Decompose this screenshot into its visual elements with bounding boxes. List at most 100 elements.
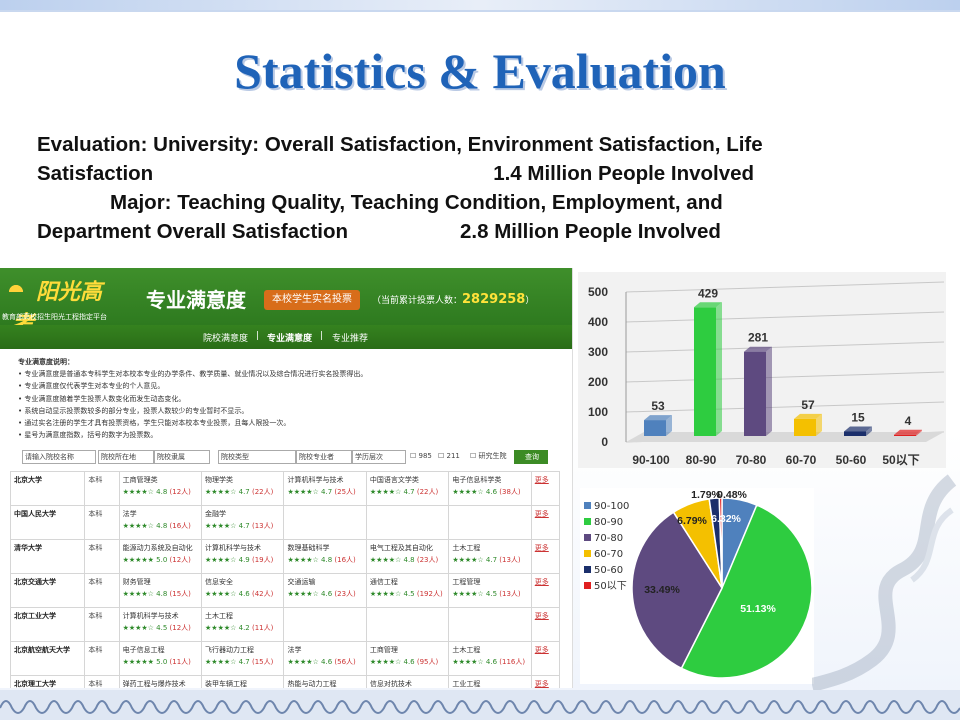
major-cell[interactable]: 物理学类 ★★★★☆ 4.7 (22人) [201,471,285,506]
major-name[interactable]: 法学 [287,646,302,654]
major-cell[interactable]: 电子信息科学类 ★★★★☆ 4.6 (38人) [448,471,532,506]
major-name[interactable]: 通信工程 [369,578,398,586]
major-cell[interactable]: 土木工程 ★★★★☆ 4.2 (11人) [201,607,285,642]
location-select[interactable]: 院校所在地 [98,450,154,464]
checkbox-graduate-school[interactable]: ☐ 研究生院 [470,452,507,460]
more-link[interactable]: 更多 [530,471,561,506]
major-name[interactable]: 装甲车辆工程 [205,680,248,688]
major-cell[interactable]: 工业工程★★★★☆ 4.9 (10人) [448,675,532,688]
major-name[interactable]: 工商管理 [369,646,398,654]
major-cell[interactable]: 信息对抗技术★★★★☆ 4.9 (10人) [365,675,450,688]
major-cell[interactable]: 电气工程及其自动化 ★★★★☆ 4.8 (23人) [365,539,450,574]
major-cell[interactable]: 法学 ★★★★☆ 4.6 (56人) [283,641,367,676]
major-rating: ★★★★☆ 4.8 (15人) [122,590,191,598]
university-search-input[interactable]: 请输入院校名称 [22,450,96,464]
y-tick-label: 300 [588,345,608,359]
major-name[interactable]: 工业工程 [452,680,481,688]
major-name[interactable]: 飞行器动力工程 [205,646,255,654]
level-select[interactable]: 学历层次 [352,450,406,464]
more-link[interactable]: 更多 [530,505,561,540]
more-link[interactable]: 更多 [530,675,561,688]
major-name[interactable]: 计算机科学与技术 [205,544,262,552]
major-cell[interactable]: 工程管理 ★★★★☆ 4.5 (13人) [448,573,532,608]
university-name[interactable]: 北京工业大学 [9,607,86,642]
major-name[interactable]: 工程管理 [452,578,481,586]
major-name[interactable]: 能源动力系统及自动化 [122,544,193,552]
major-cell[interactable]: 中国语言文学类 ★★★★☆ 4.7 (22人) [365,471,450,506]
site-logo-subtitle: 教育部高校招生阳光工程指定平台 [2,313,107,321]
more-link[interactable]: 更多 [530,539,561,574]
major-cell[interactable]: 弹药工程与爆炸技术★★★★★ 5.0 (11人) [118,675,203,688]
vote-count-small: (11人) [169,658,191,666]
major-cell[interactable]: 能源动力系统及自动化 ★★★★★ 5.0 (12人) [118,539,203,574]
checkbox-211[interactable]: ☐ 211 [438,452,460,460]
major-select[interactable]: 院校专业者 [296,450,352,464]
major-name[interactable]: 土木工程 [452,646,481,654]
major-cell[interactable]: 财务管理 ★★★★☆ 4.8 (15人) [118,573,203,608]
nav-major-recommend[interactable]: 专业推荐 [332,334,369,344]
major-cell[interactable]: 工商管理 ★★★★☆ 4.6 (95人) [365,641,450,676]
major-cell[interactable]: 法学 ★★★★☆ 4.8 (16人) [118,505,203,540]
vote-count-small: (11人) [251,624,274,632]
vote-count-small: (13人) [499,590,521,598]
major-cell[interactable]: 信息安全 ★★★★☆ 4.6 (42人) [201,573,285,608]
major-cell[interactable]: 土木工程 ★★★★☆ 4.6 (116人) [448,641,532,676]
major-cell[interactable]: 土木工程 ★★★★☆ 4.7 (13人) [448,539,532,574]
major-name[interactable]: 电气工程及其自动化 [369,544,433,552]
vote-count-small: (16人) [169,522,191,530]
pie-slice [680,504,813,679]
major-name[interactable]: 土木工程 [452,544,481,552]
checkbox-985[interactable]: ☐ 985 [410,452,432,460]
major-name[interactable]: 工商管理类 [122,476,158,484]
type-select[interactable]: 院校类型 [218,450,296,464]
major-cell[interactable]: 飞行器动力工程 ★★★★☆ 4.7 (15人) [201,641,285,676]
major-cell[interactable]: 计算机科学与技术 ★★★★☆ 4.5 (12人) [118,607,203,642]
major-name[interactable]: 信息对抗技术 [369,680,412,688]
major-name[interactable]: 财务管理 [122,578,151,586]
real-name-vote-button[interactable]: 本校学生实名投票 [264,290,360,310]
query-button[interactable]: 查询 [514,450,548,464]
major-cell[interactable]: 数理基础科学 ★★★★☆ 4.8 (16人) [283,539,367,574]
major-cell[interactable]: 计算机科学与技术 ★★★★☆ 4.9 (19人) [201,539,285,574]
major-cell[interactable]: 装甲车辆工程★★★★☆ 4.9 (22人) [201,675,285,688]
major-cell[interactable]: 电子信息工程 ★★★★★ 5.0 (11人) [118,641,203,676]
nav-major-satisfaction[interactable]: 专业满意度 [267,334,313,344]
major-name[interactable]: 交通运输 [287,578,316,586]
major-name[interactable]: 法学 [122,510,137,518]
major-rating: ★★★★★ 5.0 (11人) [122,658,191,666]
university-name[interactable]: 北京理工大学 [9,675,86,688]
major-name[interactable]: 热能与动力工程 [287,680,337,688]
major-cell[interactable]: 通信工程 ★★★★☆ 4.5 (192人) [365,573,450,608]
more-link[interactable]: 更多 [530,573,561,608]
university-name[interactable]: 北京交通大学 [9,573,86,608]
university-name[interactable]: 北京大学 [9,471,86,506]
table-row: 北京工业大学 本科 计算机科学与技术 ★★★★☆ 4.5 (12人) 土木工程 ★★★★☆… [9,607,561,642]
major-cell[interactable]: 交通运输 ★★★★☆ 4.6 (23人) [283,573,367,608]
major-name[interactable]: 计算机科学与技术 [122,612,179,620]
major-name[interactable]: 电子信息工程 [122,646,165,654]
more-link[interactable]: 更多 [530,607,561,642]
major-name[interactable]: 弹药工程与爆炸技术 [122,680,186,688]
major-cell[interactable]: 工商管理类 ★★★★☆ 4.8 (12人) [118,471,203,506]
more-link[interactable]: 更多 [530,641,561,676]
major-cell[interactable]: 热能与动力工程★★★★☆ 4.9 (10人) [283,675,367,688]
major-name[interactable]: 物理学类 [205,476,234,484]
major-name[interactable]: 金融学 [205,510,227,518]
major-name[interactable]: 计算机科学与技术 [287,476,344,484]
major-cell[interactable]: 金融学 ★★★★☆ 4.7 (13人) [201,505,285,540]
university-name[interactable]: 清华大学 [9,539,86,574]
major-cell[interactable]: 计算机科学与技术 ★★★★☆ 4.7 (25人) [283,471,367,506]
vote-count-small: (16人) [334,556,356,564]
major-name[interactable]: 电子信息科学类 [452,476,502,484]
major-name[interactable]: 土木工程 [205,612,234,620]
major-name[interactable]: 信息安全 [205,578,234,586]
affiliation-select[interactable]: 院校隶属 [154,450,210,464]
y-tick-label: 400 [588,315,608,329]
major-name[interactable]: 数理基础科学 [287,544,330,552]
university-name[interactable]: 北京航空航天大学 [9,641,86,676]
nav-university-satisfaction[interactable]: 院校满意度 [203,334,249,344]
major-name[interactable]: 中国语言文学类 [369,476,419,484]
university-name[interactable]: 中国人民大学 [9,505,86,540]
bar [694,307,716,436]
vote-count-small: (22人) [416,488,439,496]
